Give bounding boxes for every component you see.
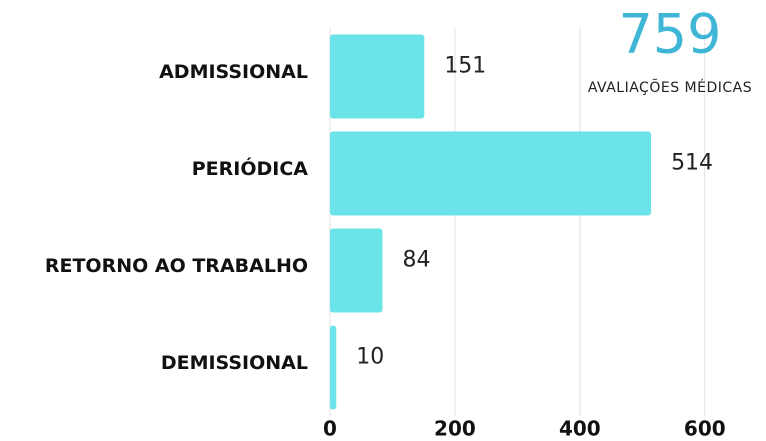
x-tick-label: 200 bbox=[434, 417, 476, 441]
value-label: 10 bbox=[356, 345, 384, 370]
category-label: ADMISSIONAL bbox=[159, 61, 308, 83]
category-label: PERIÓDICA bbox=[192, 156, 309, 180]
x-tick-label: 0 bbox=[323, 417, 337, 441]
bar bbox=[330, 34, 425, 119]
bar bbox=[330, 325, 337, 410]
x-tick-label: 600 bbox=[684, 417, 726, 441]
value-label: 514 bbox=[671, 151, 713, 176]
bar bbox=[330, 228, 383, 313]
category-label: RETORNO AO TRABALHO bbox=[45, 255, 308, 277]
value-label: 151 bbox=[444, 54, 486, 79]
category-label: DEMISSIONAL bbox=[161, 352, 308, 374]
bar bbox=[330, 131, 652, 216]
kpi-label: AVALIAÇÕES MÉDICAS bbox=[588, 79, 752, 96]
value-label: 84 bbox=[402, 248, 430, 273]
x-tick-label: 400 bbox=[559, 417, 601, 441]
kpi-value: 759 bbox=[618, 3, 721, 66]
